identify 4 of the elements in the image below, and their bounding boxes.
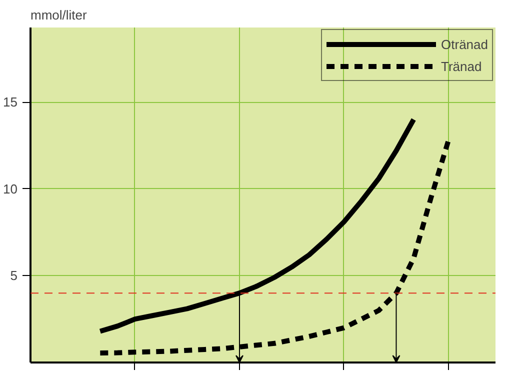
y-axis-title: mmol/liter <box>30 8 88 22</box>
y-tick-label: 10 <box>3 181 18 196</box>
y-tick-label: 15 <box>3 94 18 110</box>
y-tick-label: 5 <box>10 268 18 284</box>
